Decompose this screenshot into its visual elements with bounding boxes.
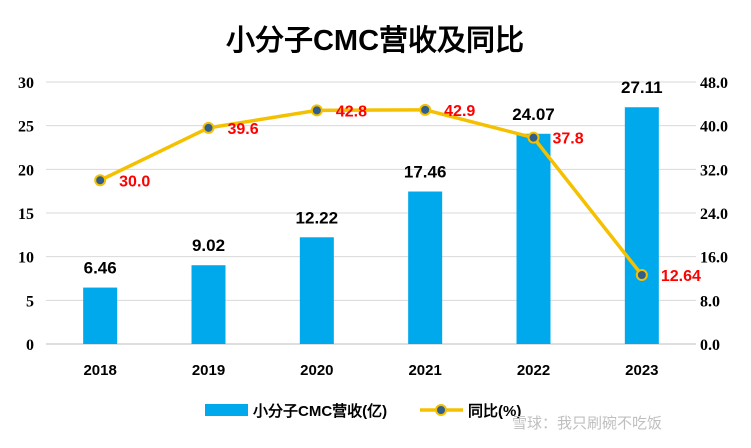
line-point bbox=[635, 269, 648, 282]
line-value-label: 42.9 bbox=[444, 103, 475, 120]
legend-line-label: 同比(%) bbox=[468, 402, 521, 420]
y-right-tick-label: 40.0 bbox=[700, 119, 728, 136]
gridlines bbox=[46, 81, 696, 345]
bar bbox=[624, 107, 659, 344]
line-value-label: 30.0 bbox=[119, 173, 150, 190]
x-tick-label: 2018 bbox=[83, 362, 116, 379]
bar-value-label: 24.07 bbox=[512, 105, 555, 124]
x-tick-label: 2023 bbox=[625, 362, 658, 379]
legend: 小分子CMC营收(亿) 同比(%) bbox=[205, 402, 521, 420]
y-right-tick-label: 32.0 bbox=[700, 162, 728, 179]
bars bbox=[83, 107, 659, 344]
line-point bbox=[419, 103, 432, 116]
line-value-label: 42.8 bbox=[336, 103, 367, 120]
line-value-label: 39.6 bbox=[228, 121, 259, 138]
x-tick-label: 2021 bbox=[408, 362, 441, 379]
legend-bar-swatch bbox=[205, 404, 248, 416]
legend-line-marker bbox=[435, 404, 447, 416]
y-left-tick-label: 10 bbox=[18, 250, 34, 267]
bar-value-label: 9.02 bbox=[192, 236, 225, 255]
data-labels: 6.46 9.02 12.22 17.46 24.07 27.11 30.0 39.6 42.8… bbox=[84, 78, 701, 285]
chart-title: 小分子CMC营收及同比 bbox=[226, 24, 524, 57]
bar bbox=[191, 265, 226, 344]
y-left-tick-label: 5 bbox=[26, 293, 34, 310]
line-point bbox=[310, 104, 323, 117]
line-series bbox=[94, 103, 648, 282]
line-point bbox=[527, 131, 540, 144]
x-tick-label: 2022 bbox=[517, 362, 550, 379]
line-point bbox=[202, 121, 215, 134]
bar-value-label: 6.46 bbox=[84, 259, 117, 278]
line-value-label: 37.8 bbox=[553, 131, 584, 148]
y-left-tick-label: 25 bbox=[18, 119, 34, 136]
y-right-tick-label: 8.0 bbox=[700, 293, 720, 310]
y-left-tick-label: 20 bbox=[18, 162, 34, 179]
legend-bar-label: 小分子CMC营收(亿) bbox=[253, 402, 387, 420]
bar-value-label: 17.46 bbox=[404, 163, 447, 182]
y-right-tick-label: 24.0 bbox=[700, 206, 728, 223]
line-point bbox=[94, 174, 107, 187]
bar-value-label: 12.22 bbox=[296, 208, 339, 227]
bar bbox=[516, 133, 551, 344]
x-tick-label: 2019 bbox=[192, 362, 225, 379]
y-left-tick-label: 30 bbox=[18, 75, 34, 92]
line-value-label: 12.64 bbox=[661, 268, 701, 285]
bar bbox=[408, 191, 443, 344]
y-right-tick-label: 0.0 bbox=[700, 337, 720, 354]
y-left-tick-label: 15 bbox=[18, 206, 34, 223]
x-tick-label: 2020 bbox=[300, 362, 333, 379]
y-right-tick-label: 48.0 bbox=[700, 75, 728, 92]
axes: 0 5 10 15 20 25 30 0.0 8.0 16.0 24.0 32.0 40.0 48.0 20… bbox=[18, 75, 728, 379]
yoy-line bbox=[99, 108, 644, 277]
y-left-tick-label: 0 bbox=[26, 337, 34, 354]
bar bbox=[83, 287, 118, 344]
y-right-tick-label: 16.0 bbox=[700, 250, 728, 267]
bar bbox=[299, 237, 334, 344]
watermark: 雪球：我只刷碗不吃饭 bbox=[512, 415, 662, 432]
bar-value-label: 27.11 bbox=[621, 78, 663, 97]
